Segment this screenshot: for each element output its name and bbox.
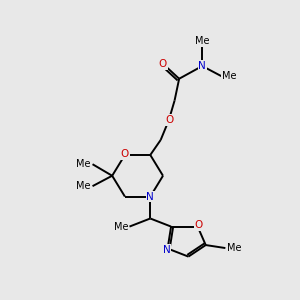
Text: Me: Me (76, 159, 91, 169)
Text: N: N (198, 61, 206, 71)
Text: N: N (163, 245, 170, 255)
Text: Me: Me (227, 243, 242, 253)
Text: O: O (159, 59, 167, 69)
Text: O: O (121, 149, 129, 159)
Text: Me: Me (195, 36, 209, 46)
Text: O: O (195, 220, 203, 230)
Text: Me: Me (222, 71, 236, 81)
Text: Me: Me (114, 222, 129, 232)
Text: N: N (146, 191, 154, 202)
Text: Me: Me (76, 181, 91, 191)
Text: O: O (166, 115, 174, 125)
